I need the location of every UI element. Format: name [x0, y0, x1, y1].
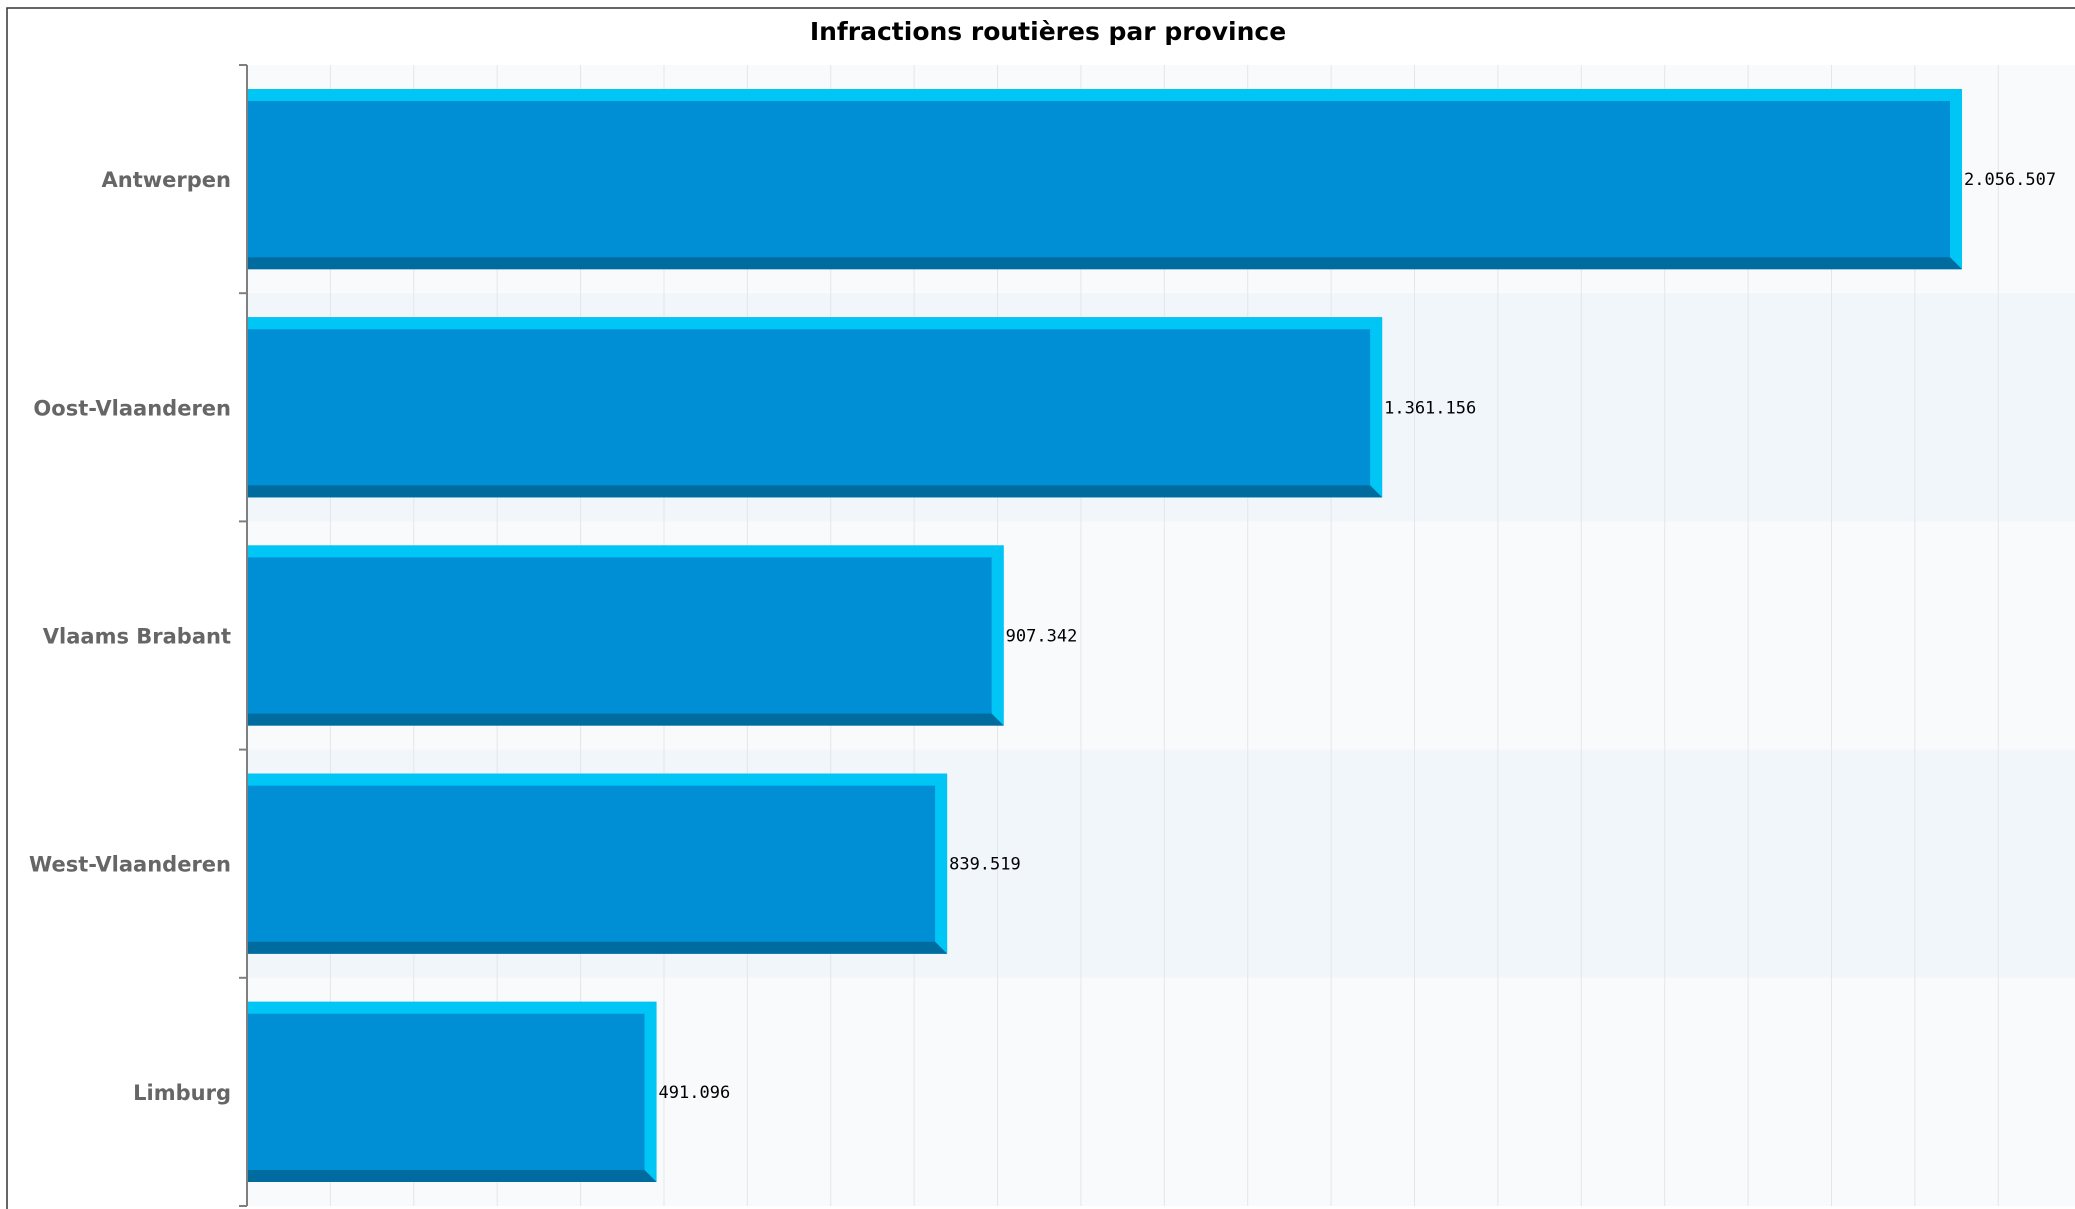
category-label: Antwerpen: [102, 168, 231, 192]
bars: [247, 89, 1962, 1182]
bar-bottom-bevel: [247, 941, 948, 954]
category-axis: [239, 64, 248, 1207]
bar-bottom-bevel: [247, 257, 1962, 270]
bar-face: [247, 317, 1383, 498]
bar-face: [247, 545, 1004, 726]
bar-bottom-bevel: [247, 713, 1004, 726]
chart-title: Infractions routières par province: [810, 17, 1286, 46]
bar-face: [247, 1001, 657, 1182]
bar-bottom-bevel: [247, 1170, 657, 1182]
bar: [247, 317, 1383, 498]
value-label: 1.361.156: [1384, 398, 1476, 418]
bar-top-bevel: [247, 1001, 657, 1014]
bar-face: [247, 89, 1962, 270]
bar-end-bevel: [1950, 89, 1962, 270]
bar-top-bevel: [247, 89, 1962, 101]
bar-bottom-bevel: [247, 485, 1383, 498]
category-label: West-Vlaanderen: [29, 853, 231, 877]
value-label: 2.056.507: [1964, 170, 2056, 190]
category-label: Vlaams Brabant: [43, 625, 231, 649]
value-label: 839.519: [949, 855, 1021, 875]
bar-face: [247, 773, 948, 954]
bar: [247, 89, 1962, 270]
value-labels: 2.056.507 1.361.156 907.342 839.519 491.096: [659, 170, 2057, 1103]
bar-end-bevel: [644, 1001, 657, 1182]
bar-end-bevel: [991, 545, 1004, 726]
category-label: Oost-Vlaanderen: [33, 396, 231, 420]
value-label: 491.096: [659, 1083, 731, 1103]
bar-top-bevel: [247, 545, 1004, 558]
category-label: Limburg: [133, 1081, 231, 1105]
bar: [247, 773, 948, 954]
value-label: 907.342: [1006, 627, 1078, 647]
bar: [247, 1001, 657, 1182]
bar-top-bevel: [247, 773, 948, 786]
bar: [247, 545, 1004, 726]
bar-end-bevel: [1370, 317, 1383, 498]
bar-top-bevel: [247, 317, 1383, 330]
category-labels: Antwerpen Oost-Vlaanderen Vlaams Brabant We…: [29, 168, 231, 1105]
bar-end-bevel: [935, 773, 948, 954]
